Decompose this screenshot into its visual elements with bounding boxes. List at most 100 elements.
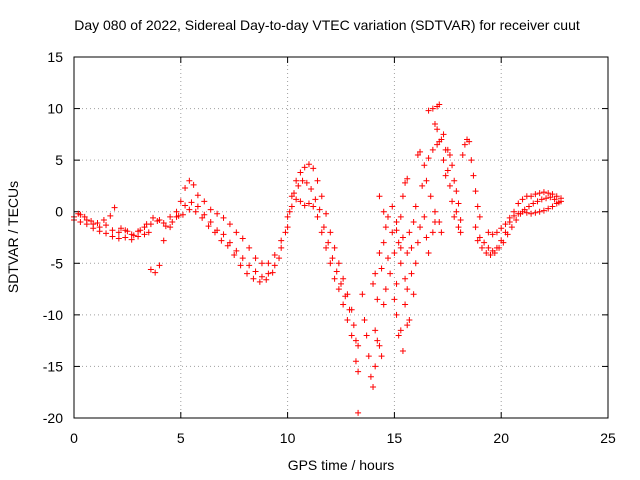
data-point bbox=[389, 203, 396, 210]
y-tick-label: -20 bbox=[43, 410, 63, 426]
data-point bbox=[474, 237, 481, 244]
data-point bbox=[182, 184, 189, 191]
data-point bbox=[408, 244, 415, 251]
x-tick-label: 0 bbox=[70, 430, 78, 446]
data-point bbox=[406, 229, 413, 236]
data-point bbox=[305, 200, 312, 207]
data-point bbox=[100, 216, 107, 223]
data-point bbox=[335, 260, 342, 267]
data-point bbox=[331, 244, 338, 251]
data-point bbox=[412, 260, 419, 267]
data-point bbox=[498, 225, 505, 232]
data-point bbox=[391, 249, 398, 256]
data-point bbox=[530, 200, 537, 207]
data-point bbox=[297, 169, 304, 176]
data-point bbox=[111, 204, 118, 211]
data-point bbox=[256, 278, 263, 285]
data-point bbox=[380, 239, 387, 246]
data-point bbox=[276, 255, 283, 262]
data-point bbox=[551, 196, 558, 203]
data-point bbox=[271, 262, 278, 269]
data-point bbox=[506, 214, 513, 221]
data-point bbox=[444, 167, 451, 174]
data-point bbox=[558, 198, 565, 205]
data-point bbox=[476, 234, 483, 241]
data-point bbox=[472, 188, 479, 195]
series-cluster-high bbox=[414, 101, 483, 236]
data-point bbox=[508, 224, 515, 231]
chart-title: Day 080 of 2022, Sidereal Day-to-day VTE… bbox=[74, 17, 580, 33]
data-point bbox=[451, 177, 458, 184]
data-point bbox=[399, 347, 406, 354]
data-point bbox=[167, 224, 174, 231]
data-point bbox=[487, 252, 494, 259]
data-point bbox=[406, 317, 413, 324]
data-point bbox=[312, 196, 319, 203]
data-point bbox=[135, 233, 142, 240]
data-point bbox=[395, 332, 402, 339]
data-point bbox=[226, 239, 233, 246]
data-point bbox=[325, 239, 332, 246]
data-point bbox=[378, 265, 385, 272]
data-point bbox=[186, 177, 193, 184]
y-tick-label: -5 bbox=[51, 255, 64, 271]
x-tick-label: 5 bbox=[177, 430, 185, 446]
data-point bbox=[393, 227, 400, 234]
data-point bbox=[449, 162, 456, 169]
data-point bbox=[397, 327, 404, 334]
data-point bbox=[540, 189, 547, 196]
data-point bbox=[513, 216, 520, 223]
data-point bbox=[459, 151, 466, 158]
data-point bbox=[305, 161, 312, 168]
data-point bbox=[233, 229, 240, 236]
data-point bbox=[318, 193, 325, 200]
data-point bbox=[265, 270, 272, 277]
data-point bbox=[278, 237, 285, 244]
data-point bbox=[536, 208, 543, 215]
data-point bbox=[147, 266, 154, 273]
data-point bbox=[425, 155, 432, 162]
data-point bbox=[451, 213, 458, 220]
data-point bbox=[491, 249, 498, 256]
data-point bbox=[391, 296, 398, 303]
data-point bbox=[489, 231, 496, 238]
data-point bbox=[425, 107, 432, 114]
data-point bbox=[528, 210, 535, 217]
data-point bbox=[528, 193, 535, 200]
data-point bbox=[545, 205, 552, 212]
data-point bbox=[429, 105, 436, 112]
data-point bbox=[515, 200, 522, 207]
data-point bbox=[376, 249, 383, 256]
data-point bbox=[545, 190, 552, 197]
data-point bbox=[380, 208, 387, 215]
data-point bbox=[429, 229, 436, 236]
data-point bbox=[399, 193, 406, 200]
data-point bbox=[141, 224, 148, 231]
y-tick-label: -15 bbox=[43, 358, 63, 374]
data-point bbox=[553, 200, 560, 207]
data-point bbox=[374, 337, 381, 344]
data-point bbox=[152, 269, 159, 276]
data-point bbox=[323, 244, 330, 251]
data-point bbox=[421, 213, 428, 220]
data-point bbox=[335, 286, 342, 293]
y-axis-label: SDTVAR / TECUs bbox=[5, 181, 21, 293]
data-point bbox=[162, 223, 169, 230]
data-point bbox=[434, 126, 441, 133]
data-point bbox=[329, 255, 336, 262]
data-point bbox=[348, 306, 355, 313]
data-point bbox=[442, 172, 449, 179]
data-point bbox=[446, 182, 453, 189]
data-point bbox=[417, 148, 424, 155]
data-point bbox=[466, 138, 473, 145]
data-point bbox=[532, 209, 539, 216]
data-point bbox=[244, 270, 251, 277]
data-point bbox=[414, 151, 421, 158]
data-point bbox=[115, 229, 122, 236]
data-point bbox=[423, 177, 430, 184]
data-point bbox=[402, 179, 409, 186]
data-point bbox=[258, 260, 265, 267]
data-point bbox=[75, 210, 82, 217]
data-point bbox=[137, 227, 144, 234]
y-tick-label: 15 bbox=[47, 49, 63, 65]
